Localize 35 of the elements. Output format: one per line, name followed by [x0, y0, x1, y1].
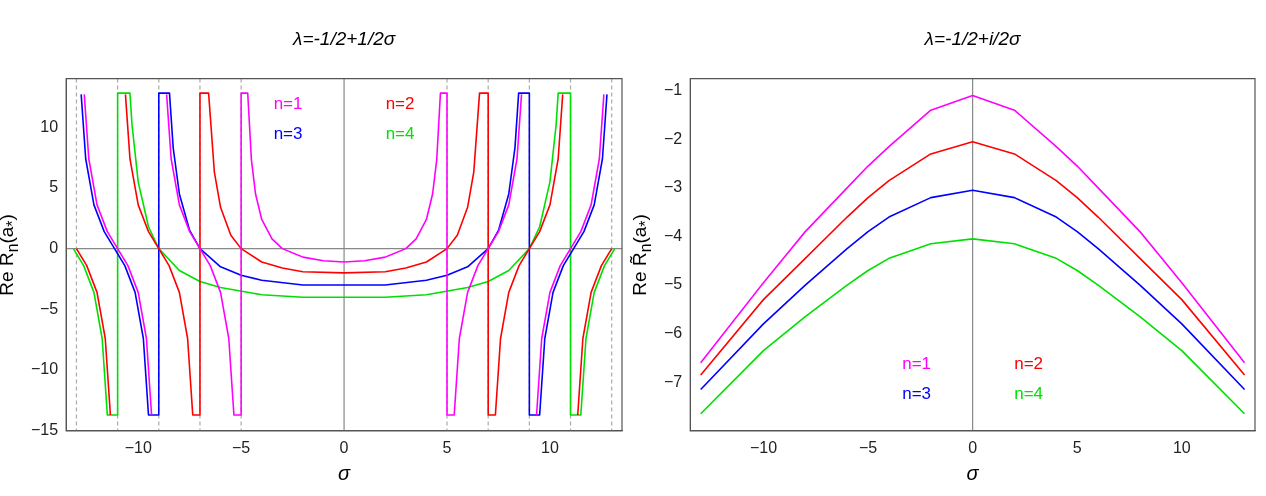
y-tick-label: −2 — [663, 129, 683, 147]
y-tick-label: −10 — [31, 360, 59, 378]
text: n=4 — [385, 124, 415, 144]
x-axis-title: σ — [338, 462, 351, 485]
x-tick-label: 5 — [1072, 438, 1082, 456]
y-tick-label: −7 — [663, 372, 683, 390]
y-tick-label: −4 — [663, 226, 683, 244]
text: n=3 — [902, 384, 932, 404]
y-tick-label: −3 — [663, 178, 683, 196]
x-tick-label: 0 — [968, 438, 978, 456]
x-tick-label: −10 — [124, 438, 152, 456]
y-tick-label: −5 — [39, 299, 59, 317]
text: n=4 — [1014, 384, 1044, 404]
text: n=1 — [902, 354, 932, 374]
y-tick-label: −1 — [663, 81, 683, 99]
chart-title: λ=-1/2+1/2σ — [293, 28, 396, 50]
text: n=2 — [385, 94, 415, 114]
y-tick-label: 5 — [49, 178, 59, 196]
x-tick-label: 10 — [541, 438, 559, 456]
x-axis-title: σ — [966, 462, 979, 485]
y-tick-label: 0 — [49, 239, 59, 257]
y-tick-label: −5 — [663, 275, 683, 293]
x-tick-label: −10 — [749, 438, 778, 456]
text: n=3 — [273, 124, 303, 144]
y-tick-label: −6 — [663, 324, 683, 342]
x-tick-label: 5 — [442, 438, 452, 456]
x-tick-label: −5 — [858, 438, 878, 456]
text: n=2 — [1014, 354, 1044, 374]
y-tick-label: −15 — [31, 421, 59, 439]
series-label: n=1 — [273, 94, 303, 114]
y-tick-label: 10 — [40, 117, 59, 135]
chart-title: λ=-1/2+i/2σ — [924, 28, 1021, 50]
x-tick-label: 0 — [339, 438, 349, 456]
x-tick-label: 10 — [1172, 438, 1191, 456]
x-tick-label: −5 — [232, 438, 251, 456]
